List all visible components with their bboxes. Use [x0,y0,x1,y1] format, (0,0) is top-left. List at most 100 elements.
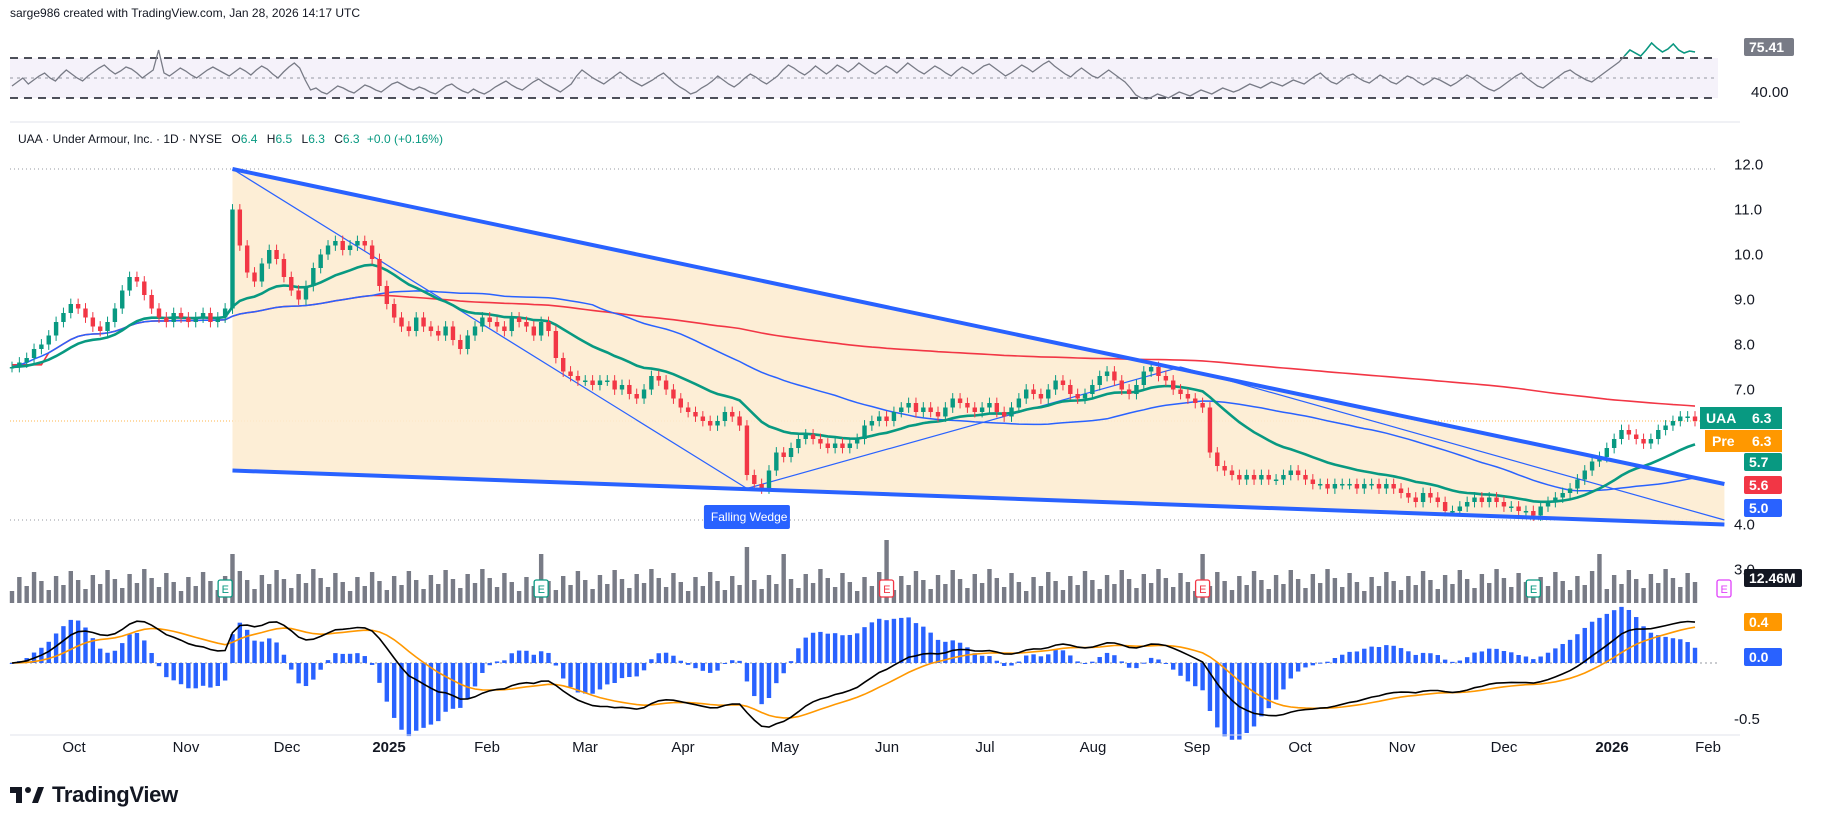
macd-histogram-bar [1611,610,1617,663]
volume-bar [700,586,706,603]
macd-histogram-bar [1567,639,1573,663]
volume-bar [1259,580,1264,603]
macd-histogram-bar [325,660,331,663]
volume-bar [1185,582,1191,603]
candle-body [215,317,220,322]
volume-bar [1325,569,1330,603]
macd-histogram-bar [340,653,345,663]
time-axis-label: Mar [572,739,598,756]
candle-body [950,398,955,408]
candle-body [311,268,316,286]
candle-body [1516,506,1521,511]
macd-histogram-bar [458,663,463,708]
macd-histogram-bar [877,618,882,663]
rsi-last-label: 75.41 [1749,39,1784,55]
volume-bar [1090,580,1095,603]
macd-histogram-bar [414,663,419,731]
macd-histogram-bar [796,648,801,663]
candle-body [957,398,963,403]
macd-histogram-bar [90,638,96,663]
macd-histogram-bar [230,634,235,663]
macd-histogram-bar [1200,663,1205,691]
macd-histogram-bar [1553,648,1558,663]
volume-bar [1464,579,1470,603]
price-scale-labels: 12.011.010.09.08.07.04.03.0-0.575.4140.0… [1700,38,1802,728]
macd-histogram-bar [1406,651,1411,663]
candle-body [759,484,764,489]
volume-bar [450,579,456,603]
candle-body [707,421,713,426]
price-tick-label: 10.0 [1734,247,1763,264]
candle-body [796,439,801,448]
candle-body [663,380,669,390]
candle-body [9,367,15,369]
volume-bar [340,582,345,603]
volume-bar [1244,585,1249,603]
macd-histogram-bar [399,663,404,730]
candle-body [788,448,794,457]
volume-bar [333,573,338,603]
macd-histogram-bar [355,653,360,663]
macd-histogram-bar [634,663,639,677]
macd-histogram-bar [97,648,103,663]
candle-body [428,326,434,331]
time-axis-label: Nov [1389,739,1416,756]
earnings-marker [878,579,895,598]
macd-histogram-bar [61,626,66,663]
volume-bar [1509,587,1514,603]
candle-body [1619,430,1624,439]
macd-histogram-bar [1104,652,1110,663]
volume-bar [788,579,794,603]
macd-histogram-bar [112,650,118,663]
volume-bar [391,576,397,603]
volume-bar [1435,589,1440,603]
volume-bar [399,585,404,603]
volume-bar [1222,581,1227,603]
volume-bar [149,578,154,603]
volume-bar [325,587,331,603]
earnings-marker-label: E [538,584,545,596]
macd-histogram-bar [289,663,294,670]
volume-bar [671,573,676,603]
volume-bar [1046,572,1051,603]
candle-body [1648,439,1654,444]
wedge-lower-line [232,468,1725,527]
macd-histogram-bar [1038,656,1044,663]
macd-histogram-bar [1046,654,1051,663]
time-axis-label: Dec [274,739,301,756]
volume-bar [538,554,544,603]
candle-body [487,317,492,322]
candle-body [832,443,838,448]
brand-name: TradingView [52,782,178,807]
volume-bar [1692,582,1698,603]
macd-histogram-bar [105,652,110,663]
candle-body [744,425,750,475]
macd-histogram-bar [281,654,287,663]
volume-bar [1516,573,1521,603]
candle-body [1082,394,1088,399]
brand[interactable]: TradingView [10,782,178,808]
rsi-overbought-segment [1623,41,1696,57]
volume-bar [1215,572,1220,603]
volume-bar [112,579,118,603]
candle-body [274,250,279,259]
candle-body [230,209,235,309]
candle-body [156,308,162,318]
macd-histogram-bar [979,655,985,663]
rsi-line [11,42,1696,100]
volume-bar [1053,581,1058,603]
macd-histogram-bar [509,653,514,663]
candle-body [943,407,948,417]
macd-histogram-bar [1479,651,1485,663]
pattern-tag-label: Falling Wedge [711,510,788,524]
candle-body [127,277,132,291]
macd-histogram-bar [678,660,683,663]
volume-bar [950,570,955,603]
candle-body [641,389,647,399]
candle-body [1523,511,1529,513]
candle-body [1215,452,1220,466]
macd-histogram-bar [560,663,566,679]
volume-bar [83,589,88,603]
volume-bar [943,584,948,603]
